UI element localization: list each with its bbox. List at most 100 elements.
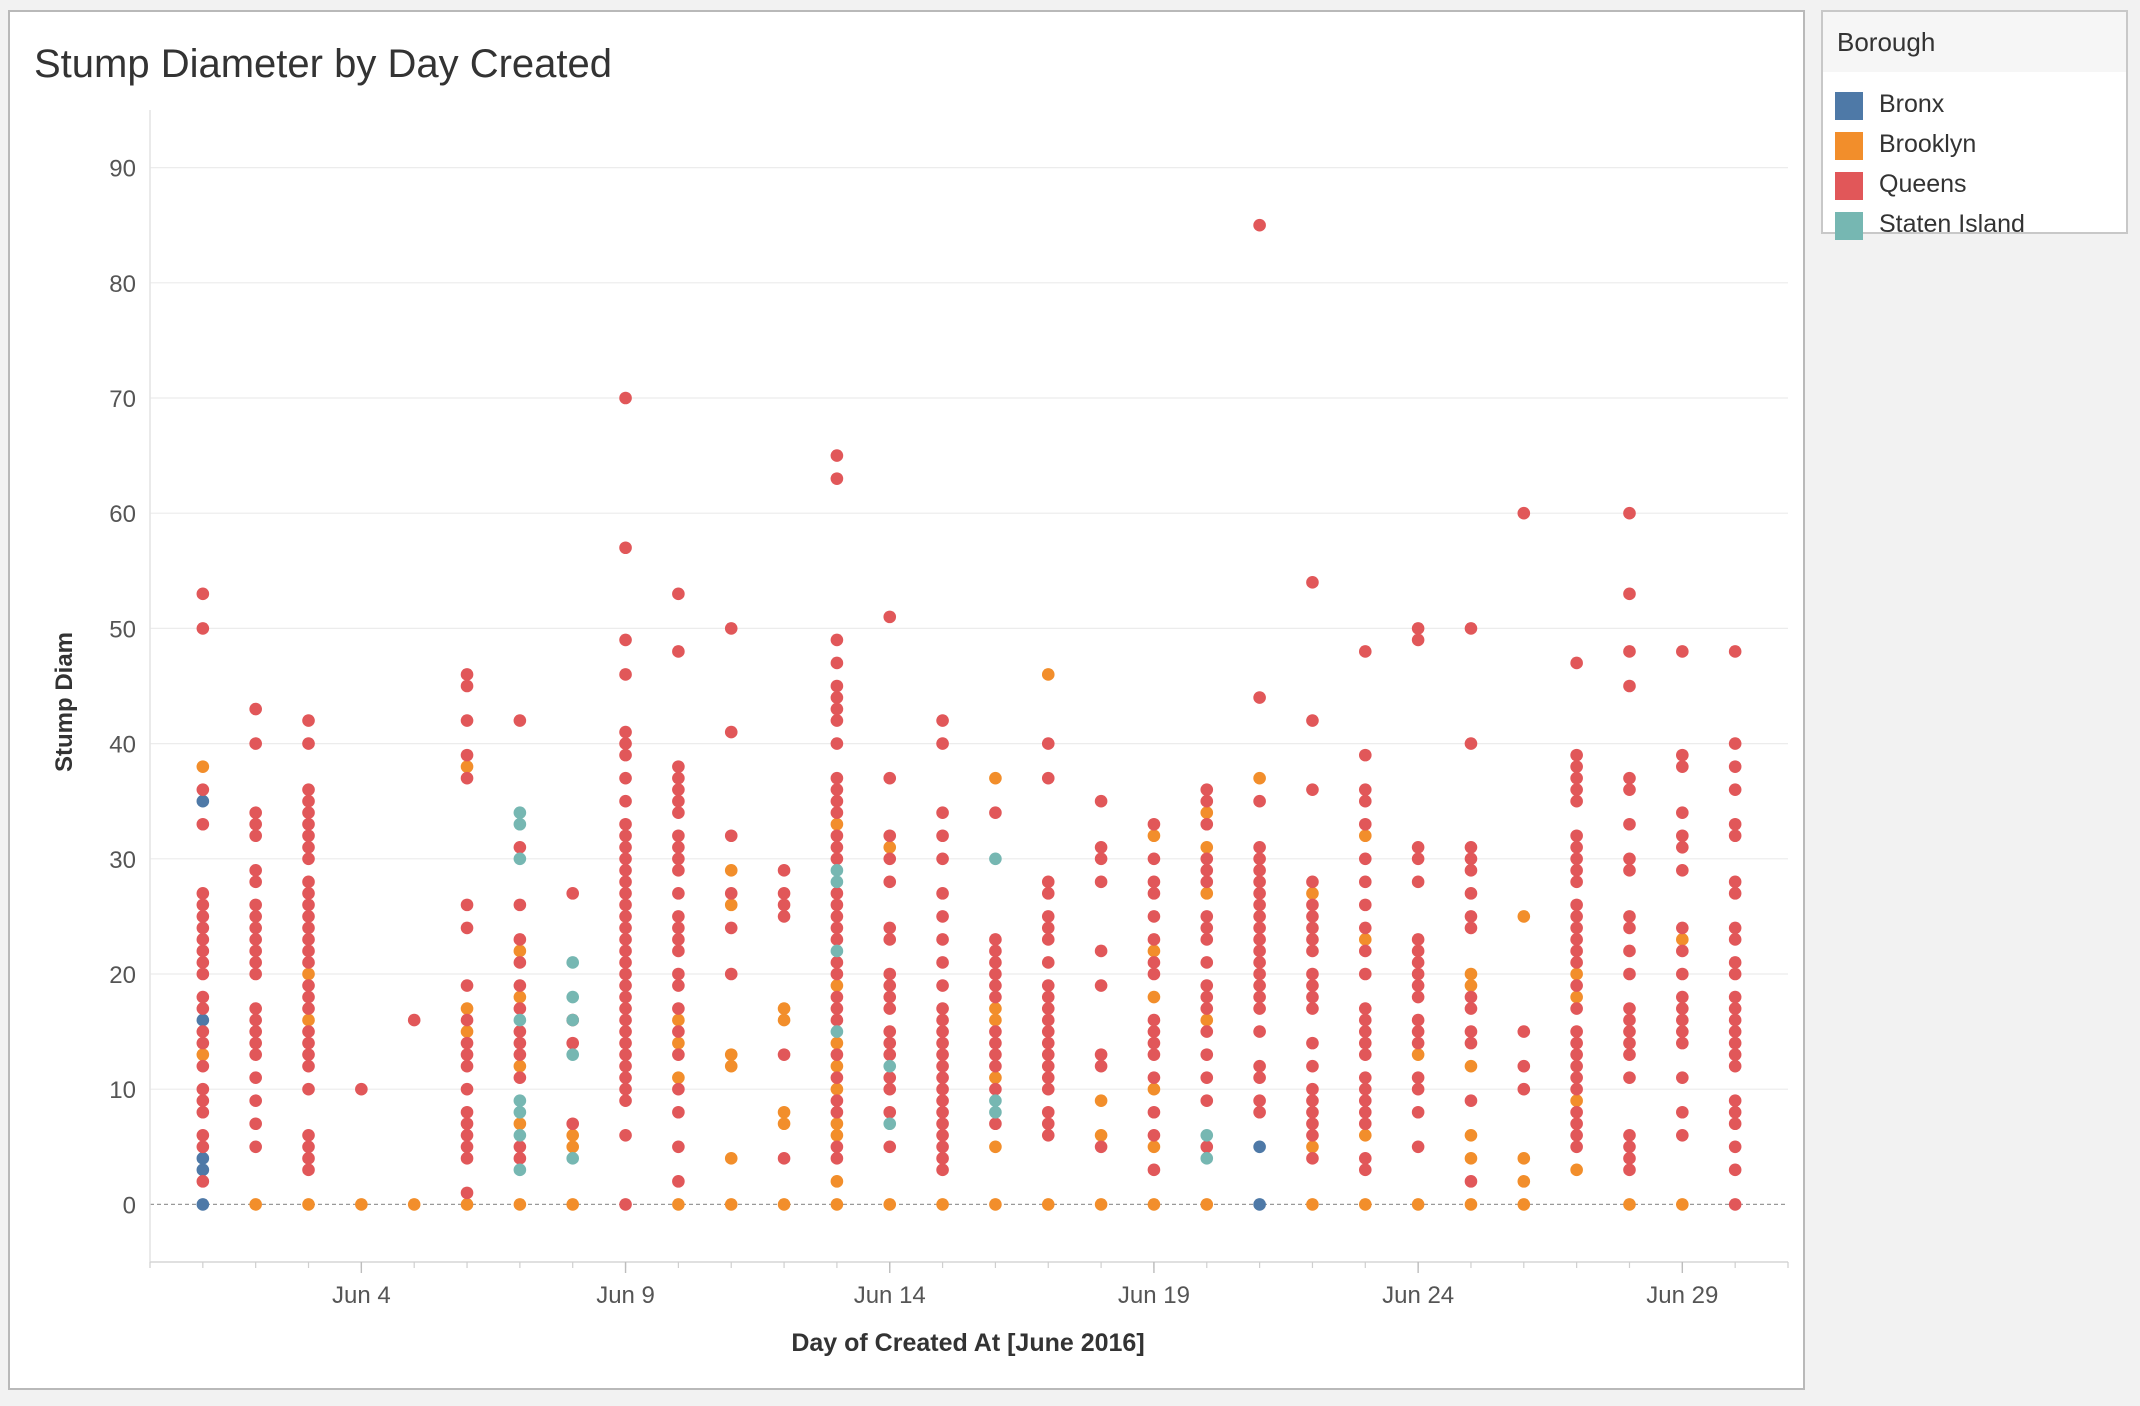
point-queens bbox=[1147, 875, 1161, 889]
point-queens bbox=[619, 956, 632, 969]
point-queens bbox=[1517, 506, 1531, 520]
point-queens bbox=[883, 979, 897, 992]
point-queens bbox=[196, 910, 210, 923]
point-queens bbox=[1411, 1140, 1425, 1154]
point-brooklyn bbox=[777, 1013, 791, 1027]
point-queens bbox=[672, 1175, 685, 1188]
point-queens bbox=[989, 967, 1002, 981]
point-queens bbox=[619, 1094, 632, 1108]
point-queens bbox=[1411, 1105, 1425, 1119]
point-queens bbox=[1464, 840, 1478, 854]
legend-label-brooklyn: Brooklyn bbox=[1879, 130, 1977, 158]
point-brooklyn bbox=[1464, 1128, 1478, 1142]
point-brooklyn bbox=[672, 1071, 685, 1084]
point-queens bbox=[1306, 1152, 1319, 1165]
point-queens bbox=[407, 1013, 421, 1027]
point-queens bbox=[1676, 760, 1689, 773]
point-bronx bbox=[196, 1152, 210, 1165]
point-queens bbox=[1147, 1013, 1161, 1027]
point-queens bbox=[830, 656, 844, 670]
point-queens bbox=[249, 1071, 262, 1084]
point-queens bbox=[1676, 990, 1689, 1004]
point-brooklyn bbox=[1200, 840, 1214, 854]
point-queens bbox=[724, 829, 738, 843]
point-queens bbox=[1147, 910, 1161, 923]
point-queens bbox=[1358, 1013, 1372, 1027]
point-brooklyn bbox=[777, 1105, 791, 1119]
point-queens bbox=[777, 898, 791, 912]
point-queens bbox=[1728, 1002, 1742, 1015]
point-queens bbox=[1358, 1036, 1372, 1050]
point-staten-island bbox=[566, 990, 580, 1004]
point-queens bbox=[249, 944, 262, 958]
point-queens bbox=[460, 748, 474, 762]
point-brooklyn bbox=[1517, 1198, 1531, 1211]
point-queens bbox=[1200, 783, 1214, 796]
point-queens bbox=[1676, 864, 1689, 877]
point-queens bbox=[513, 933, 527, 946]
point-queens bbox=[1570, 748, 1583, 762]
point-queens bbox=[1728, 1198, 1742, 1211]
legend-label-bronx: Bronx bbox=[1879, 90, 1945, 118]
point-queens bbox=[619, 933, 632, 946]
point-queens bbox=[1041, 979, 1055, 992]
point-queens bbox=[249, 1140, 262, 1154]
point-brooklyn bbox=[830, 1059, 844, 1073]
point-brooklyn bbox=[989, 1140, 1002, 1154]
point-brooklyn bbox=[249, 1198, 262, 1211]
point-queens bbox=[1676, 645, 1689, 658]
point-queens bbox=[249, 1094, 262, 1108]
point-queens bbox=[1411, 840, 1425, 854]
point-queens bbox=[1041, 1036, 1055, 1050]
point-queens bbox=[1041, 1128, 1055, 1142]
point-brooklyn bbox=[1358, 1128, 1372, 1142]
point-queens bbox=[302, 1059, 315, 1073]
point-queens bbox=[1306, 1105, 1319, 1119]
point-queens bbox=[1200, 921, 1214, 935]
point-queens bbox=[936, 1140, 949, 1154]
point-queens bbox=[1570, 944, 1583, 958]
point-queens bbox=[1041, 1105, 1055, 1119]
point-queens bbox=[1306, 1117, 1319, 1131]
point-queens bbox=[513, 979, 527, 992]
data-points bbox=[196, 218, 1742, 1211]
point-queens bbox=[1147, 1036, 1161, 1050]
point-brooklyn bbox=[1411, 1048, 1425, 1061]
point-brooklyn bbox=[196, 760, 210, 773]
point-queens bbox=[1200, 817, 1214, 831]
point-queens bbox=[989, 1048, 1002, 1061]
point-queens bbox=[830, 771, 844, 785]
point-queens bbox=[302, 921, 315, 935]
point-queens bbox=[1094, 794, 1108, 808]
point-queens bbox=[249, 817, 262, 831]
point-queens bbox=[1253, 852, 1266, 866]
point-queens bbox=[1728, 1048, 1742, 1061]
point-queens bbox=[302, 887, 315, 900]
point-queens bbox=[1041, 887, 1055, 900]
point-queens bbox=[883, 1082, 897, 1096]
point-queens bbox=[619, 875, 632, 889]
point-queens bbox=[619, 864, 632, 877]
point-bronx bbox=[196, 1013, 210, 1027]
y-tick-label: 40 bbox=[109, 732, 136, 759]
y-tick-label: 70 bbox=[109, 386, 136, 413]
point-queens bbox=[1411, 979, 1425, 992]
point-queens bbox=[619, 967, 632, 981]
point-queens bbox=[1464, 1036, 1478, 1050]
point-queens bbox=[1094, 979, 1108, 992]
point-queens bbox=[883, 1105, 897, 1119]
point-queens bbox=[830, 910, 844, 923]
point-brooklyn bbox=[513, 1117, 527, 1131]
point-queens bbox=[830, 1002, 844, 1015]
point-queens bbox=[1623, 1002, 1636, 1015]
point-brooklyn bbox=[302, 967, 315, 981]
point-queens bbox=[1570, 1140, 1583, 1154]
point-queens bbox=[249, 1002, 262, 1015]
point-brooklyn bbox=[460, 760, 474, 773]
point-queens bbox=[619, 1013, 632, 1027]
point-queens bbox=[1147, 817, 1161, 831]
point-queens bbox=[777, 1048, 791, 1061]
point-queens bbox=[1411, 944, 1425, 958]
point-queens bbox=[936, 1105, 949, 1119]
